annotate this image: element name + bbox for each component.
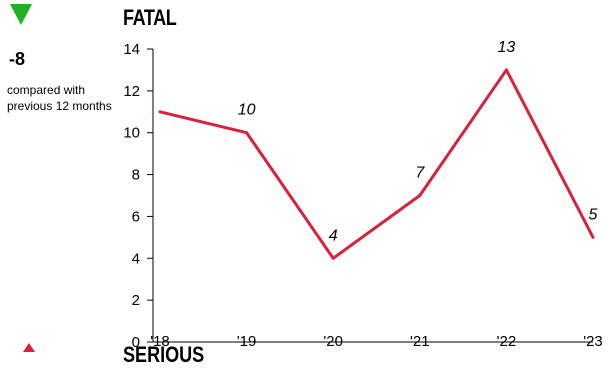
x-tick-label: '22: [497, 333, 517, 349]
change-panel: -8 compared with previous 12 months: [0, 0, 115, 352]
data-label: 7: [415, 165, 425, 182]
change-description: compared with previous 12 months: [7, 83, 112, 113]
data-point: [331, 256, 335, 260]
data-point: [245, 131, 249, 135]
x-tick-label: '18: [150, 333, 170, 349]
change-value: -8: [9, 49, 26, 69]
y-tick-label: 10: [123, 125, 140, 142]
data-point: [418, 194, 422, 197]
data-label: 5: [589, 206, 598, 223]
x-tick-label: '19: [237, 333, 257, 349]
y-tick-label: 8: [132, 167, 140, 184]
chart-title: FATAL: [123, 5, 177, 30]
data-point: [591, 235, 595, 239]
y-tick-label: 12: [123, 83, 140, 100]
y-tick-label: 4: [132, 250, 140, 267]
data-label: 10: [238, 102, 256, 119]
data-label: 13: [498, 39, 516, 56]
y-tick-label: 0: [132, 334, 140, 349]
x-tick-label: '23: [583, 333, 603, 349]
line-chart: 0 2 4 6 8 10 12 14 '18 '19 '20 '21 '22 '23 10 4 7 13 5: [123, 39, 603, 349]
y-tick-label: 6: [132, 208, 140, 225]
x-tick-label: '20: [323, 333, 343, 349]
data-point: [504, 68, 508, 72]
up-arrow-icon: [23, 343, 35, 352]
data-point: [158, 110, 162, 114]
y-tick-label: 2: [132, 292, 140, 309]
x-tick-label: '21: [410, 333, 430, 349]
data-label: 4: [329, 227, 338, 244]
y-tick-label: 14: [123, 41, 140, 58]
down-arrow-icon: [10, 4, 32, 25]
series-line: [159, 68, 595, 260]
